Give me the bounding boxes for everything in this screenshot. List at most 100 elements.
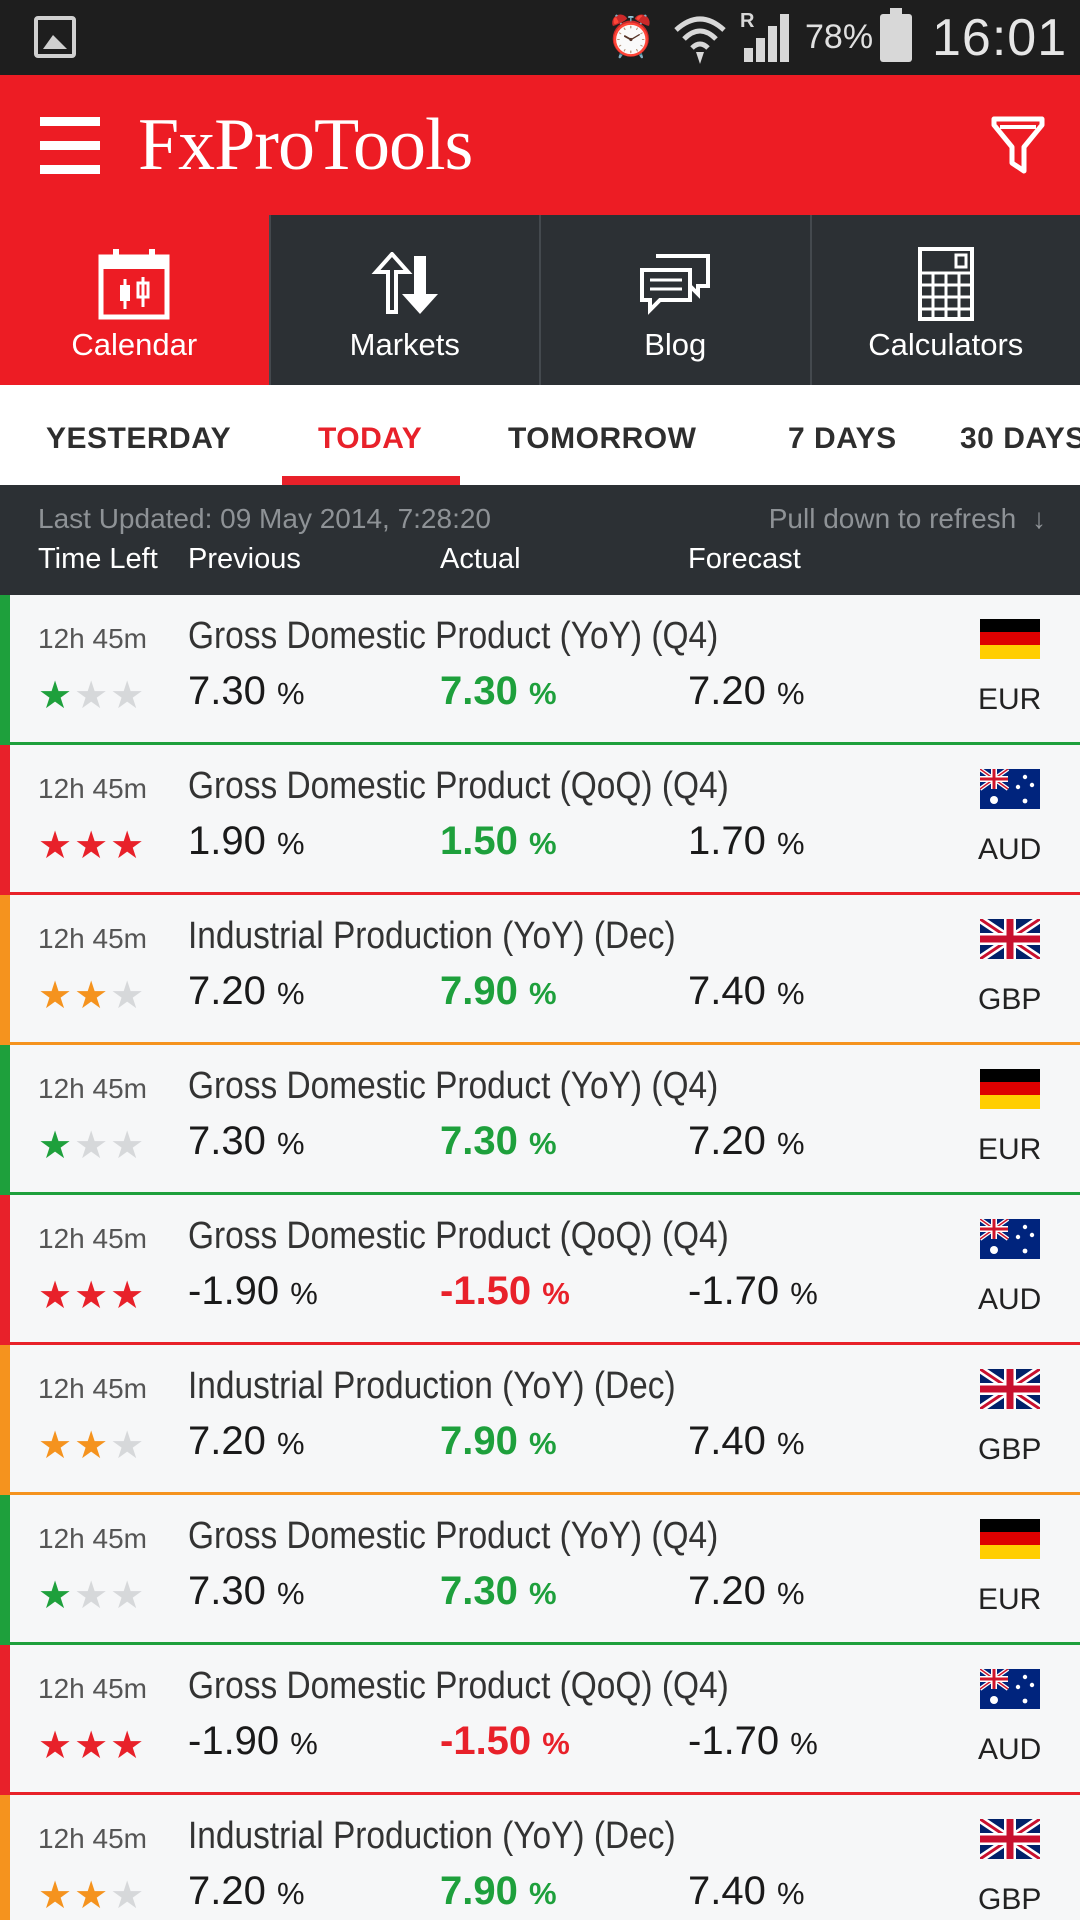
star-icon: ★ — [74, 825, 111, 867]
filter-icon[interactable] — [990, 113, 1046, 177]
tab-yesterday[interactable]: YESTERDAY — [46, 422, 232, 455]
uk-flag-icon — [977, 1365, 1043, 1413]
unit: % — [790, 1276, 818, 1311]
alarm-icon: ⏰ — [606, 15, 656, 59]
forecast-value: -1.70 % — [688, 1269, 818, 1314]
star-icon: ★ — [110, 825, 147, 867]
unit: % — [276, 676, 305, 711]
date-range-tabs: YESTERDAY TODAY TOMORROW 7 DAYS 30 DAYS — [0, 385, 1080, 485]
events-list[interactable]: 12h 45m ★★★ Gross Domestic Product (YoY) (… — [0, 595, 1080, 1920]
tab-7-days[interactable]: 7 DAYS — [788, 422, 897, 455]
nav-markets[interactable]: Markets — [268, 215, 540, 385]
importance-stars: ★★★ — [38, 673, 146, 718]
tab-today[interactable]: TODAY — [281, 385, 461, 485]
unit: % — [776, 1876, 805, 1911]
actual-number: -1.50 — [440, 1269, 532, 1313]
markets-arrows-icon — [271, 245, 540, 323]
star-icon: ★ — [74, 1275, 111, 1317]
time-left: 12h 45m — [38, 1523, 147, 1554]
main-navigation: Calendar Markets Blog Calculators — [0, 215, 1080, 385]
importance-stars: ★★★ — [38, 1873, 146, 1918]
actual-number: 7.90 — [440, 1419, 518, 1463]
unit: % — [776, 1576, 805, 1611]
event-row[interactable]: 12h 45m ★★★ Gross Domestic Product (YoY) (… — [0, 595, 1080, 745]
event-row[interactable]: 12h 45m ★★★ Gross Domestic Product (QoQ) (… — [0, 1195, 1080, 1345]
star-icon: ★ — [74, 1875, 111, 1917]
currency-code: EUR — [978, 683, 1042, 716]
forecast-number: 7.40 — [688, 969, 766, 1013]
unit: % — [276, 1426, 305, 1461]
previous-value: 7.20 % — [188, 1869, 305, 1914]
unit: % — [290, 1726, 318, 1761]
event-title: Industrial Production (YoY) (Dec) — [188, 1365, 676, 1407]
star-icon: ★ — [110, 1125, 147, 1167]
nav-calculators[interactable]: Calculators — [809, 215, 1080, 385]
unit: % — [276, 826, 305, 861]
event-row[interactable]: 12h 45m ★★★ Gross Domestic Product (QoQ) (… — [0, 1645, 1080, 1795]
star-icon: ★ — [74, 1125, 111, 1167]
actual-number: 1.50 — [440, 819, 518, 863]
uk-flag-icon — [977, 915, 1043, 963]
star-icon: ★ — [38, 1725, 75, 1767]
row-divider — [0, 1342, 1080, 1345]
row-divider — [0, 742, 1080, 745]
nav-blog[interactable]: Blog — [539, 215, 810, 385]
currency-code: AUD — [978, 1733, 1042, 1766]
event-row[interactable]: 12h 45m ★★★ Industrial Production (YoY) (D… — [0, 1345, 1080, 1495]
column-forecast: Forecast — [688, 543, 801, 575]
unit: % — [528, 1876, 557, 1911]
event-row[interactable]: 12h 45m ★★★ Industrial Production (YoY) (D… — [0, 895, 1080, 1045]
time-left: 12h 45m — [38, 1823, 147, 1854]
row-divider — [0, 1192, 1080, 1195]
time-left: 12h 45m — [38, 773, 147, 804]
currency-code: EUR — [978, 1133, 1042, 1166]
star-icon: ★ — [74, 1725, 111, 1767]
star-icon: ★ — [38, 675, 75, 717]
event-row[interactable]: 12h 45m ★★★ Gross Domestic Product (YoY) (… — [0, 1045, 1080, 1195]
calendar-icon — [0, 245, 269, 323]
menu-icon[interactable] — [40, 117, 100, 175]
forecast-value: 7.40 % — [688, 1869, 805, 1914]
importance-bar — [0, 745, 10, 895]
star-icon: ★ — [38, 1275, 75, 1317]
star-icon: ★ — [38, 825, 75, 867]
previous-number: 1.90 — [188, 819, 266, 863]
tab-tomorrow[interactable]: TOMORROW — [508, 422, 697, 455]
actual-value: 7.90 % — [440, 1869, 557, 1914]
unit: % — [528, 1126, 557, 1161]
importance-bar — [0, 895, 10, 1045]
event-row[interactable]: 12h 45m ★★★ Industrial Production (YoY) (D… — [0, 1795, 1080, 1920]
star-icon: ★ — [38, 1575, 75, 1617]
column-actual: Actual — [440, 543, 521, 575]
unit: % — [528, 1426, 557, 1461]
importance-stars: ★★★ — [38, 1723, 146, 1768]
app-bar: FxProTools — [0, 75, 1080, 215]
nav-label: Markets — [349, 327, 460, 362]
star-icon: ★ — [110, 1275, 147, 1317]
australia-flag-icon — [978, 1667, 1040, 1709]
importance-bar — [0, 1495, 10, 1645]
list-header: Last Updated: 09 May 2014, 7:28:20 Pull … — [0, 485, 1080, 595]
forecast-number: -1.70 — [688, 1719, 780, 1763]
unit: % — [276, 1876, 305, 1911]
star-icon: ★ — [110, 1575, 147, 1617]
event-title: Industrial Production (YoY) (Dec) — [188, 915, 676, 957]
row-divider — [0, 1042, 1080, 1045]
event-row[interactable]: 12h 45m ★★★ Gross Domestic Product (YoY) (… — [0, 1495, 1080, 1645]
time-left: 12h 45m — [38, 623, 147, 654]
importance-bar — [0, 1645, 10, 1795]
nav-label: Calculators — [868, 327, 1024, 362]
event-row[interactable]: 12h 45m ★★★ Gross Domestic Product (QoQ) (… — [0, 745, 1080, 895]
star-icon: ★ — [74, 1575, 111, 1617]
germany-flag-icon — [980, 1069, 1040, 1109]
unit: % — [528, 826, 557, 861]
column-previous: Previous — [188, 543, 301, 575]
time-left: 12h 45m — [38, 923, 147, 954]
forecast-value: 1.70 % — [688, 819, 805, 864]
event-title: Gross Domestic Product (QoQ) (Q4) — [188, 1665, 729, 1707]
tab-30-days[interactable]: 30 DAYS — [960, 422, 1080, 455]
nav-calendar[interactable]: Calendar — [0, 215, 269, 385]
app-title: FxProTools — [138, 104, 473, 186]
actual-value: 7.30 % — [440, 1569, 557, 1614]
arrow-down-icon: ↓ — [1032, 503, 1046, 534]
